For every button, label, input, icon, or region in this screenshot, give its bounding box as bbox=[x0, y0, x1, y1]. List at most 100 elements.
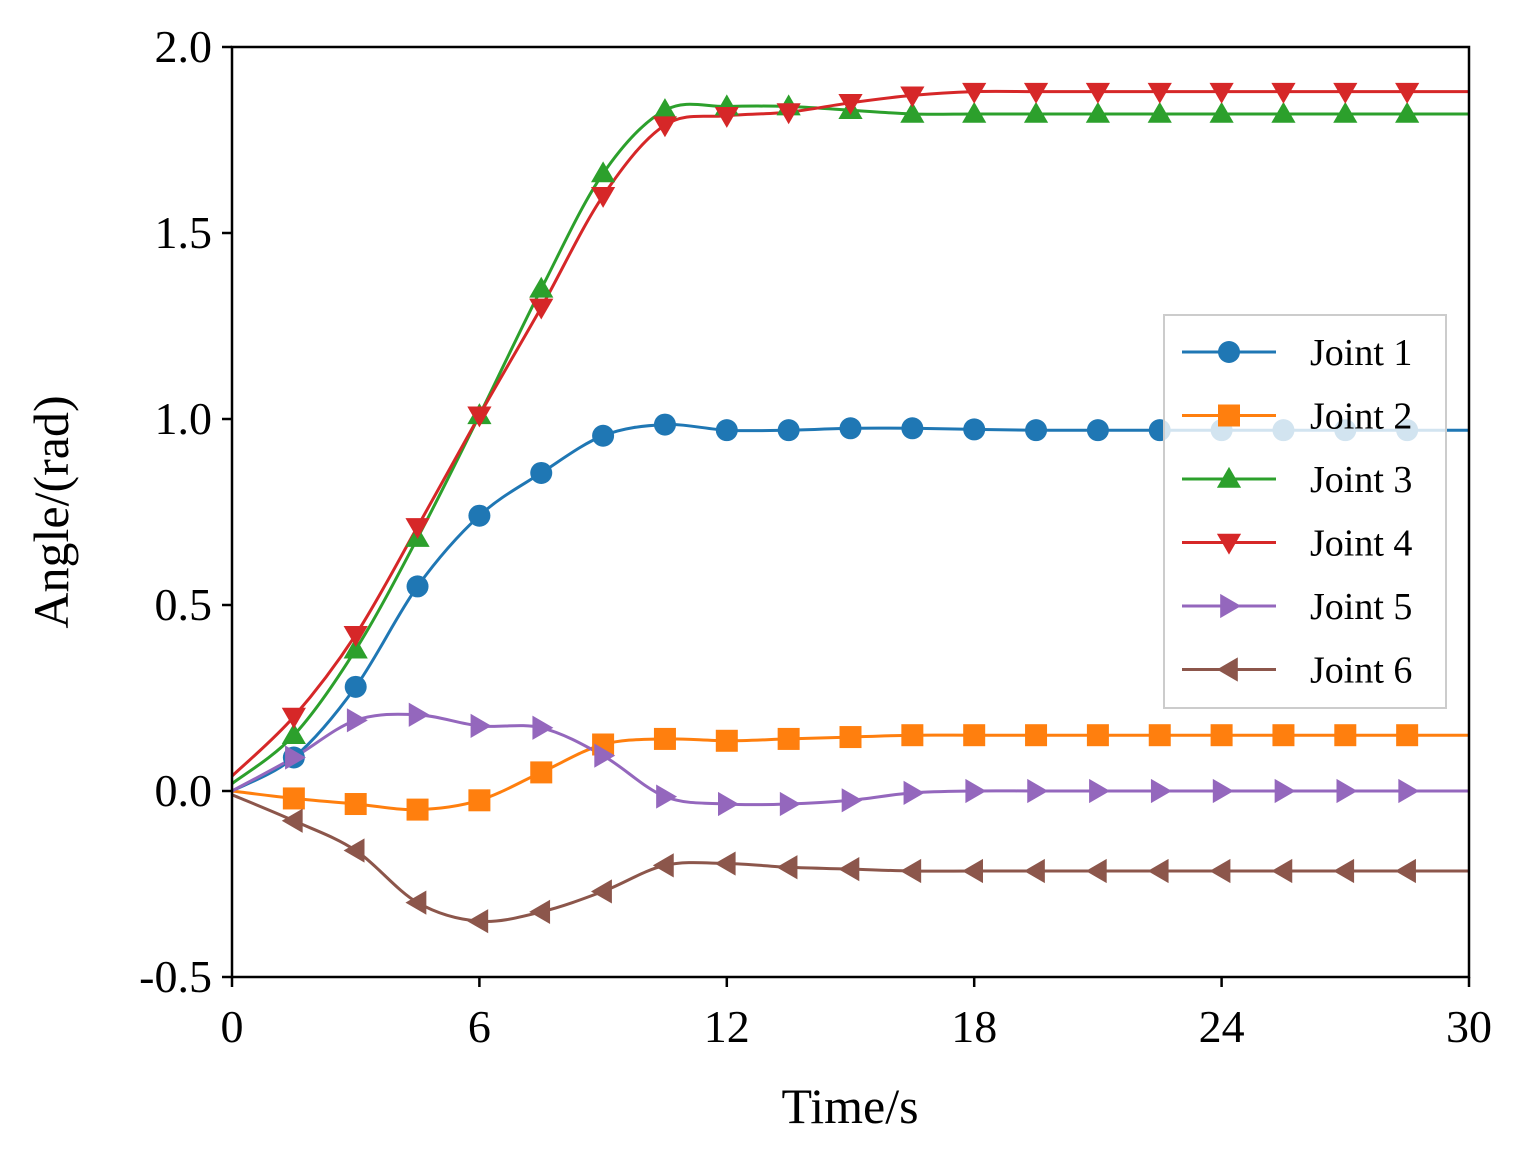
joint-1-marker bbox=[344, 675, 367, 698]
x-axis-ticks: 0 6 12 18 24 30 bbox=[221, 977, 1492, 1052]
joint-6-marker bbox=[591, 879, 612, 904]
joint-2-marker bbox=[777, 727, 800, 750]
joint-5-marker bbox=[779, 791, 801, 817]
joint-6-marker bbox=[1209, 858, 1231, 884]
joint-6-marker bbox=[900, 858, 922, 884]
joint-5-marker bbox=[1212, 778, 1234, 804]
joint-3-marker bbox=[1333, 101, 1358, 123]
y-tick-label: 0.5 bbox=[155, 579, 213, 630]
y-tick-label: 2.0 bbox=[155, 21, 213, 72]
joint-4-marker bbox=[652, 116, 678, 138]
joint-2-marker bbox=[839, 726, 862, 749]
joint-6-marker bbox=[1395, 858, 1416, 884]
y-axis-ticks: -0.5 0.0 0.5 1.0 1.5 2.0 bbox=[139, 21, 232, 1002]
joint-2-marker bbox=[1025, 724, 1048, 747]
joint-5-marker bbox=[532, 715, 554, 740]
joint-6-marker bbox=[1147, 858, 1169, 884]
joint-4-marker bbox=[1271, 82, 1296, 104]
joint-4-marker bbox=[1209, 82, 1234, 104]
joint-6-marker bbox=[776, 855, 798, 880]
joint-5-marker bbox=[1089, 778, 1110, 804]
joint-6-marker bbox=[529, 899, 551, 924]
joint-4-marker bbox=[1395, 82, 1420, 104]
legend-label-joint-1: Joint 1 bbox=[1310, 332, 1412, 374]
joint-3-marker bbox=[343, 637, 368, 659]
x-tick-label: 0 bbox=[221, 1001, 244, 1052]
joint-2-marker bbox=[468, 789, 491, 812]
joint-1-marker bbox=[839, 417, 862, 440]
joint-6-marker bbox=[1333, 858, 1355, 884]
joint-1-marker bbox=[1086, 419, 1109, 442]
joint-6-marker bbox=[1023, 858, 1045, 884]
joint-2-marker bbox=[282, 787, 305, 810]
joint-5-marker bbox=[1150, 778, 1172, 804]
joint-2-marker bbox=[653, 727, 676, 750]
x-tick-label: 12 bbox=[704, 1001, 750, 1052]
joint-6-marker bbox=[652, 853, 674, 878]
series-markers bbox=[281, 82, 1420, 934]
joint-3-marker bbox=[1023, 101, 1049, 123]
legend-box bbox=[1163, 314, 1447, 709]
joint-1-marker bbox=[406, 575, 429, 598]
joint-5-marker bbox=[903, 780, 925, 805]
joint-3-marker bbox=[962, 101, 987, 123]
legend: Joint 1 Joint 2 Joint 3 Joint 4 Joint 5 Joint… bbox=[1163, 314, 1447, 709]
joint-3-marker bbox=[652, 98, 678, 120]
joint-3-marker bbox=[591, 161, 616, 183]
joint-6-marker bbox=[467, 909, 489, 934]
joint-1-marker bbox=[901, 417, 924, 440]
legend-label-joint-4: Joint 4 bbox=[1310, 523, 1412, 565]
joint-5-marker bbox=[1274, 778, 1296, 804]
joint-5-marker bbox=[1336, 778, 1358, 804]
joint-3-marker bbox=[1209, 101, 1234, 123]
joint-3-marker bbox=[1271, 101, 1296, 123]
joint-1-marker bbox=[963, 418, 986, 441]
joint-5-marker bbox=[408, 702, 430, 727]
legend-label-joint-5: Joint 5 bbox=[1310, 586, 1412, 628]
joint-3-marker bbox=[529, 276, 554, 298]
joint-4-marker bbox=[1333, 82, 1358, 104]
joint-4-marker bbox=[281, 707, 306, 729]
joint-4-marker bbox=[714, 107, 739, 128]
joint-4-marker bbox=[1023, 82, 1049, 104]
joint-4-marker bbox=[343, 625, 368, 647]
joint-5-marker bbox=[285, 745, 306, 770]
joint-3-marker bbox=[900, 101, 925, 123]
y-tick-label: 0.0 bbox=[155, 765, 213, 816]
joint-6-marker bbox=[343, 838, 365, 863]
joint-1-marker bbox=[592, 424, 615, 447]
x-tick-label: 24 bbox=[1199, 1001, 1245, 1052]
legend-marker-joint-2 bbox=[1218, 404, 1240, 427]
legend-marker-joint-5 bbox=[1220, 593, 1242, 619]
joint-6-marker bbox=[962, 858, 983, 884]
legend-marker-joint-4 bbox=[1216, 533, 1242, 555]
y-axis-label: Angle/(rad) bbox=[23, 395, 79, 628]
joint-1-marker bbox=[1025, 419, 1048, 442]
x-tick-label: 18 bbox=[951, 1001, 997, 1052]
joint-2-marker bbox=[406, 798, 429, 821]
legend-marker-joint-6 bbox=[1216, 657, 1238, 682]
joint-4-marker bbox=[900, 86, 925, 108]
joint-5-marker bbox=[470, 713, 492, 738]
joint-6-marker bbox=[1085, 858, 1107, 884]
joint-5-marker bbox=[1027, 778, 1049, 804]
joint-2-marker bbox=[963, 724, 986, 747]
joint-2-marker bbox=[1086, 724, 1109, 747]
joint-4-marker bbox=[776, 103, 801, 125]
legend-marker-joint-3 bbox=[1216, 466, 1242, 488]
joint-5-marker bbox=[346, 708, 368, 733]
joint-6-marker bbox=[281, 808, 303, 833]
joint-2-marker bbox=[1272, 724, 1295, 747]
y-tick-label: 1.5 bbox=[155, 207, 213, 258]
joint-2-marker bbox=[715, 729, 738, 752]
joint-1-marker bbox=[715, 419, 738, 442]
joint-4-marker bbox=[1147, 82, 1172, 104]
joint-2-marker bbox=[1210, 724, 1233, 747]
joint-2-marker bbox=[344, 793, 367, 816]
joint-6-marker bbox=[405, 890, 427, 915]
joint-2-marker bbox=[1148, 724, 1171, 747]
joint-4-marker bbox=[962, 82, 987, 104]
joint-2-marker bbox=[1334, 724, 1357, 747]
